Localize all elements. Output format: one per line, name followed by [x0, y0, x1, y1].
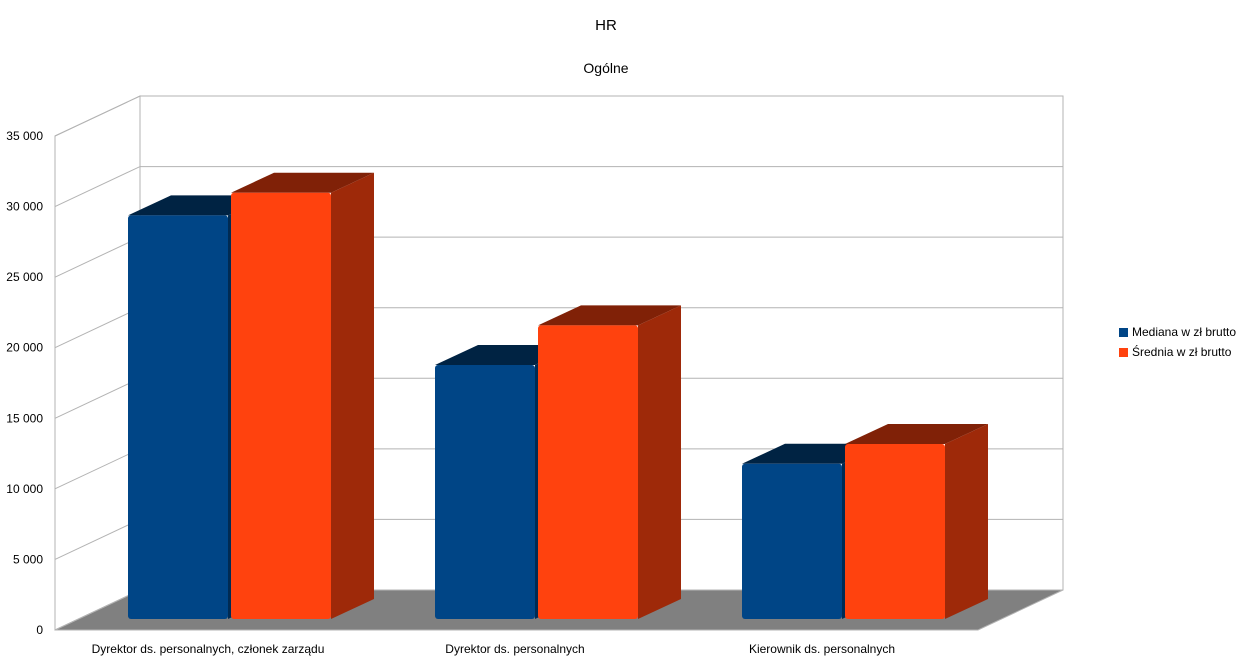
bar	[538, 325, 638, 619]
bar-top	[538, 305, 681, 326]
y-tick-label: 20 000	[6, 341, 43, 355]
left-wall	[54, 95, 141, 631]
bar	[742, 463, 842, 619]
bar-top	[845, 423, 988, 444]
y-tick-label: 10 000	[6, 482, 43, 496]
legend-swatch-mediana	[1119, 327, 1128, 337]
legend-item-mediana: Mediana w zł brutto	[1119, 322, 1236, 342]
bar-side	[638, 305, 681, 619]
y-tick-label: 30 000	[6, 200, 43, 214]
legend-swatch-srednia	[1119, 347, 1128, 357]
bar	[435, 364, 535, 619]
chart-subtitle: Ogólne	[583, 60, 629, 76]
y-tick-label: 0	[36, 623, 43, 637]
bar	[231, 192, 331, 619]
y-tick-label: 35 000	[6, 129, 43, 143]
y-tick-label: 15 000	[6, 411, 43, 425]
x-tick-label: Kierownik ds. personalnych	[749, 642, 895, 656]
bar-side	[945, 423, 988, 619]
y-tick-label: 5 000	[13, 552, 43, 566]
legend-label-srednia: Średnia w zł brutto	[1132, 345, 1232, 359]
x-tick-label: Dyrektor ds. personalnych	[445, 642, 584, 656]
y-tick-label: 25 000	[6, 270, 43, 284]
bar	[128, 215, 228, 619]
x-tick-label: Dyrektor ds. personalnych, członek zarzą…	[92, 642, 325, 656]
chart-title: HR	[595, 17, 617, 34]
legend-item-srednia: Średnia w zł brutto	[1119, 342, 1236, 362]
legend: Mediana w zł brutto Średnia w zł brutto	[1119, 322, 1236, 362]
bar-side	[331, 172, 374, 619]
bar-top	[231, 172, 374, 193]
gridline	[54, 166, 1063, 208]
legend-label-mediana: Mediana w zł brutto	[1132, 325, 1237, 339]
gridline	[54, 95, 1063, 137]
bar	[845, 443, 945, 619]
